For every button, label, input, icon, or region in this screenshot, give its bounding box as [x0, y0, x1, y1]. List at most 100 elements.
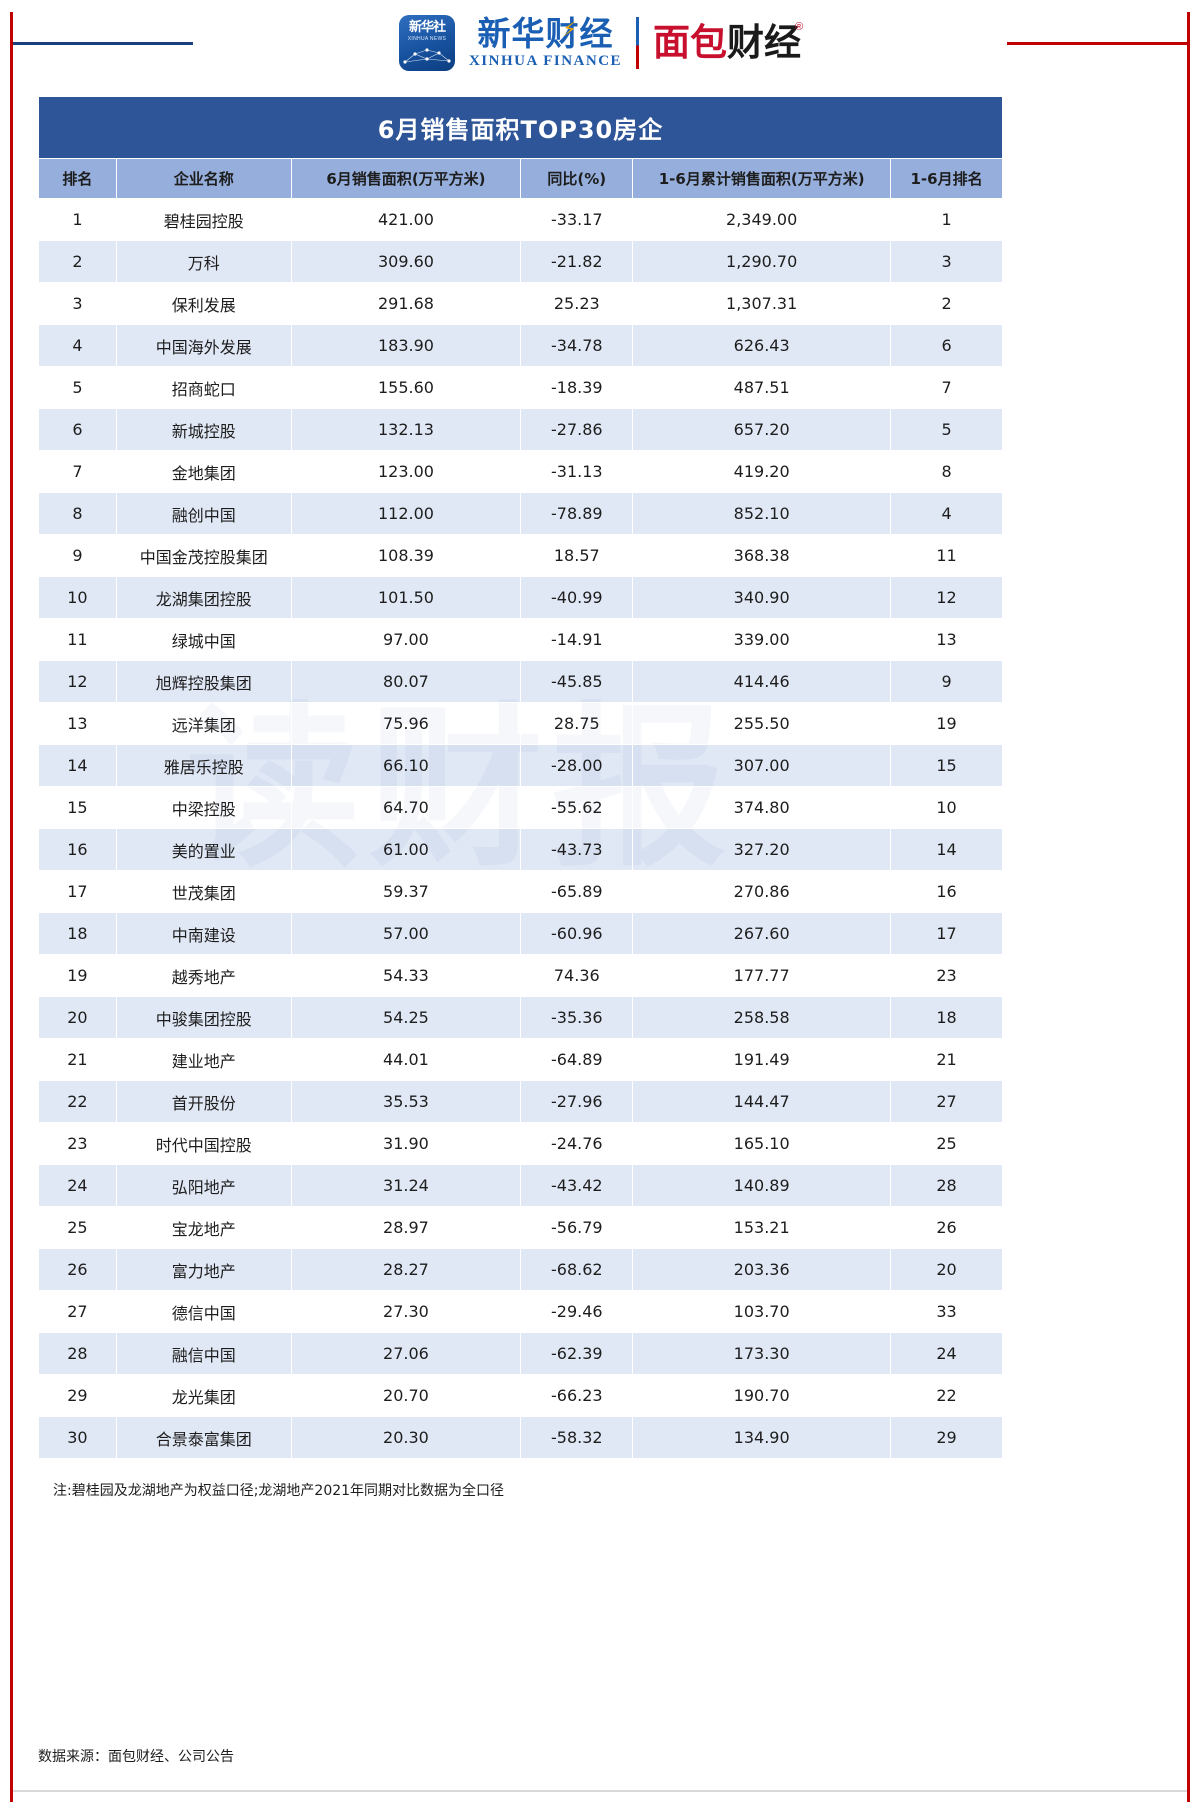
cell-yoy: 25.23 [520, 282, 634, 325]
cell-cumulative-area: 255.50 [632, 702, 892, 745]
cell-yoy: -62.39 [520, 1332, 634, 1375]
cell-june-area: 132.13 [290, 408, 522, 451]
cell-june-area: 27.06 [290, 1332, 522, 1375]
cell-cumulative-rank: 6 [890, 324, 1003, 367]
cell-cumulative-area: 339.00 [632, 618, 892, 661]
cell-rank: 27 [38, 1290, 117, 1333]
xinhua-finance-cn-label: 新华财经 ⚡ [478, 16, 614, 51]
xinhua-news-logo: 新华社 XINHUA NEWS [398, 15, 455, 71]
cell-june-area: 31.24 [290, 1164, 522, 1207]
cell-june-area: 309.60 [290, 240, 522, 283]
table-row: 13 远洋集团 75.96 28.75 255.50 19 [38, 702, 1003, 745]
cell-yoy: -14.91 [520, 618, 634, 661]
cell-rank: 2 [38, 240, 117, 283]
cell-cumulative-area: 267.60 [632, 912, 892, 955]
cell-company: 保利发展 [115, 282, 292, 325]
cell-rank: 19 [38, 954, 117, 997]
table-row: 20 中骏集团控股 54.25 -35.36 258.58 18 [38, 996, 1003, 1039]
cell-company: 德信中国 [115, 1290, 292, 1333]
table-row: 11 绿城中国 97.00 -14.91 339.00 13 [38, 618, 1003, 661]
cell-cumulative-area: 2,349.00 [632, 198, 892, 241]
cell-rank: 6 [38, 408, 117, 451]
cell-cumulative-rank: 27 [890, 1080, 1003, 1123]
cell-company: 时代中国控股 [115, 1122, 292, 1165]
cell-rank: 20 [38, 996, 117, 1039]
cell-cumulative-rank: 21 [890, 1038, 1003, 1081]
column-header-june-area: 6月销售面积(万平方米) [290, 158, 522, 199]
cell-company: 龙湖集团控股 [115, 576, 292, 619]
table-row: 10 龙湖集团控股 101.50 -40.99 340.90 12 [38, 576, 1003, 619]
cell-june-area: 123.00 [290, 450, 522, 493]
cell-yoy: -28.00 [520, 744, 634, 787]
mianbao-cn-black-text: 财经 [727, 21, 802, 64]
cell-cumulative-rank: 9 [890, 660, 1003, 703]
cell-yoy: -58.32 [520, 1416, 634, 1459]
cell-rank: 3 [38, 282, 117, 325]
table-row: 21 建业地产 44.01 -64.89 191.49 21 [38, 1038, 1003, 1081]
cell-rank: 7 [38, 450, 117, 493]
cell-yoy: -33.17 [520, 198, 634, 241]
cell-yoy: -35.36 [520, 996, 634, 1039]
cell-company: 宝龙地产 [115, 1206, 292, 1249]
cell-june-area: 101.50 [290, 576, 522, 619]
table-row: 5 招商蛇口 155.60 -18.39 487.51 7 [38, 366, 1003, 409]
cell-cumulative-rank: 33 [890, 1290, 1003, 1333]
cell-june-area: 112.00 [290, 492, 522, 535]
cell-cumulative-rank: 2 [890, 282, 1003, 325]
cell-june-area: 97.00 [290, 618, 522, 661]
cell-company: 新城控股 [115, 408, 292, 451]
cell-june-area: 31.90 [290, 1122, 522, 1165]
cell-june-area: 291.68 [290, 282, 522, 325]
cell-rank: 13 [38, 702, 117, 745]
cell-june-area: 35.53 [290, 1080, 522, 1123]
cell-rank: 8 [38, 492, 117, 535]
cell-company: 弘阳地产 [115, 1164, 292, 1207]
cell-cumulative-area: 177.77 [632, 954, 892, 997]
cell-rank: 25 [38, 1206, 117, 1249]
table-foot: 注:碧桂园及龙湖地产为权益口径;龙湖地产2021年同期对比数据为全口径 [38, 1458, 1003, 1521]
cell-cumulative-area: 657.20 [632, 408, 892, 451]
cell-cumulative-area: 140.89 [632, 1164, 892, 1207]
cell-rank: 23 [38, 1122, 117, 1165]
frame-accent-left [10, 12, 13, 1802]
cell-june-area: 54.33 [290, 954, 522, 997]
table-body: 1 碧桂园控股 421.00 -33.17 2,349.00 1 2 万科 309.60 -21.… [38, 198, 1003, 1459]
cell-cumulative-area: 340.90 [632, 576, 892, 619]
cell-rank: 29 [38, 1374, 117, 1417]
column-header-cumulative-rank: 1-6月排名 [890, 158, 1003, 199]
footer-rule [13, 1790, 1187, 1792]
cell-cumulative-rank: 1 [890, 198, 1003, 241]
cell-yoy: -68.62 [520, 1248, 634, 1291]
cell-cumulative-rank: 23 [890, 954, 1003, 997]
cell-cumulative-rank: 26 [890, 1206, 1003, 1249]
cell-cumulative-rank: 8 [890, 450, 1003, 493]
table-note: 注:碧桂园及龙湖地产为权益口径;龙湖地产2021年同期对比数据为全口径 [38, 1458, 1003, 1521]
cell-yoy: -55.62 [520, 786, 634, 829]
cell-rank: 1 [38, 198, 117, 241]
cell-cumulative-rank: 10 [890, 786, 1003, 829]
cell-company: 建业地产 [115, 1038, 292, 1081]
cell-cumulative-area: 414.46 [632, 660, 892, 703]
cell-yoy: -43.42 [520, 1164, 634, 1207]
table-title-row: 6月销售面积TOP30房企 [38, 96, 1003, 159]
registered-trademark-icon: ® [794, 21, 804, 33]
cell-cumulative-area: 374.80 [632, 786, 892, 829]
table-row: 4 中国海外发展 183.90 -34.78 626.43 6 [38, 324, 1003, 367]
mianbao-cn-red-text: 面包 [653, 21, 728, 64]
cell-june-area: 59.37 [290, 870, 522, 913]
cell-rank: 5 [38, 366, 117, 409]
cell-company: 融信中国 [115, 1332, 292, 1375]
spark-arrow-icon: ⚡ [562, 16, 578, 41]
cell-cumulative-rank: 12 [890, 576, 1003, 619]
table-head: 6月销售面积TOP30房企 排名 企业名称 6月销售面积(万平方米) 同比(%)… [38, 96, 1003, 199]
table-row: 25 宝龙地产 28.97 -56.79 153.21 26 [38, 1206, 1003, 1249]
cell-cumulative-area: 1,290.70 [632, 240, 892, 283]
cell-company: 旭辉控股集团 [115, 660, 292, 703]
cell-company: 龙光集团 [115, 1374, 292, 1417]
cell-cumulative-rank: 7 [890, 366, 1003, 409]
cell-june-area: 27.30 [290, 1290, 522, 1333]
cell-yoy: -27.86 [520, 408, 634, 451]
network-graphic-icon [403, 48, 451, 64]
cell-company: 招商蛇口 [115, 366, 292, 409]
